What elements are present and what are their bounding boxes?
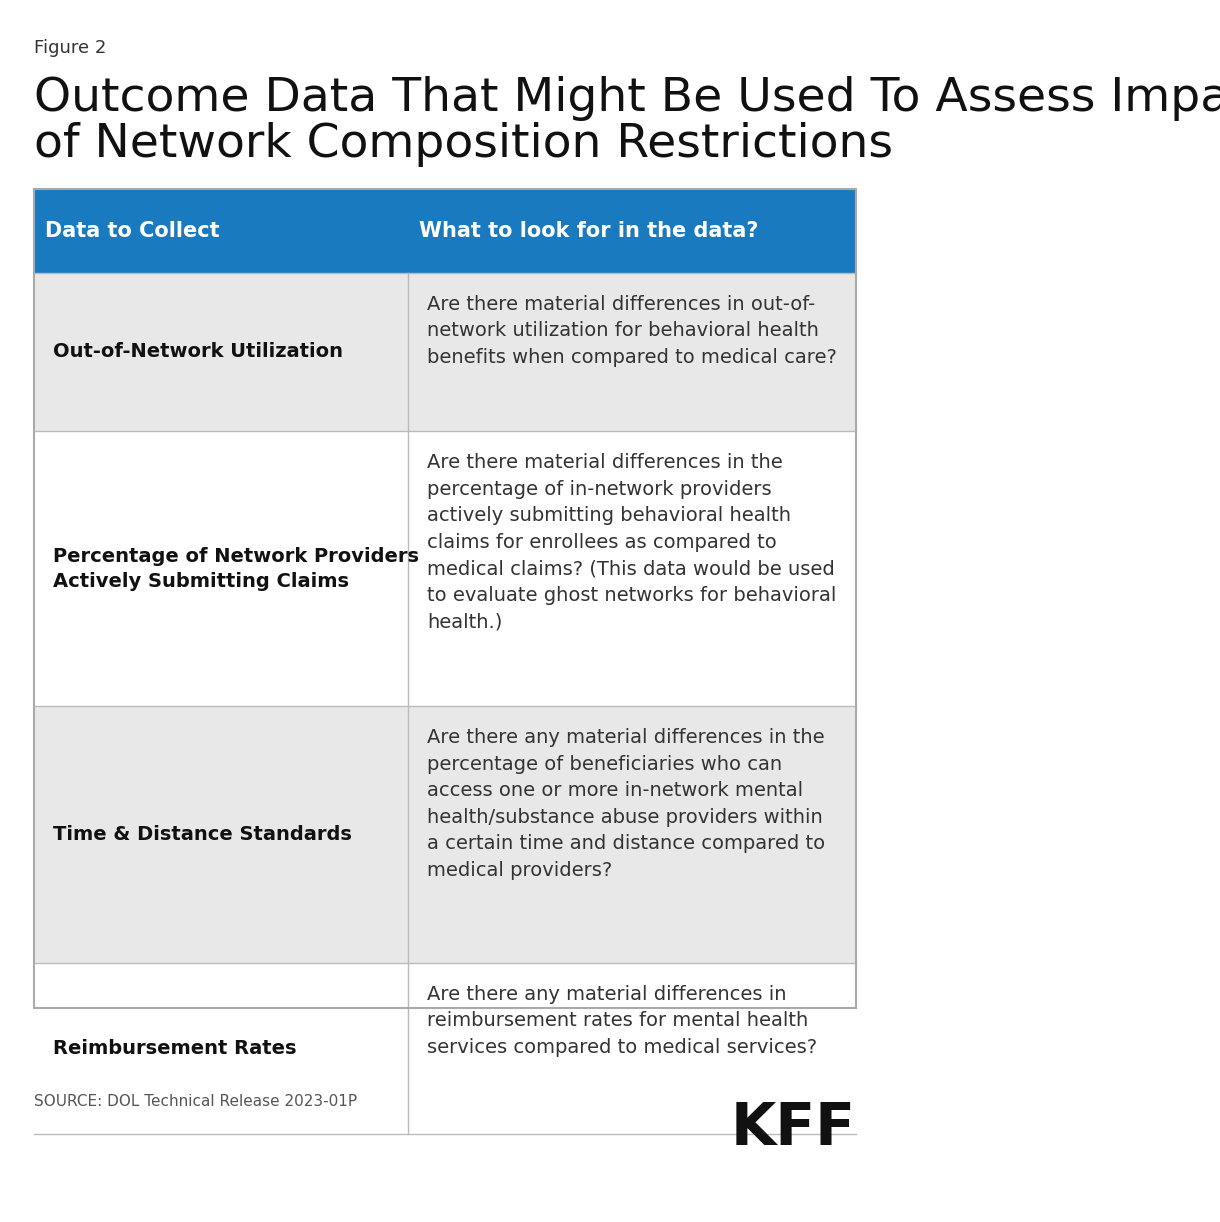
Bar [34, 963, 856, 1134]
Text: Data to Collect: Data to Collect [45, 221, 220, 241]
Text: Reimbursement Rates: Reimbursement Rates [54, 1039, 296, 1058]
Text: What to look for in the data?: What to look for in the data? [420, 221, 759, 241]
Text: KFF: KFF [731, 1100, 856, 1157]
Text: SOURCE: DOL Technical Release 2023-01P: SOURCE: DOL Technical Release 2023-01P [34, 1094, 357, 1108]
Bar [34, 706, 856, 963]
Text: Time & Distance Standards: Time & Distance Standards [54, 825, 353, 844]
Text: Outcome Data That Might Be Used To Assess Impact: Outcome Data That Might Be Used To Asses… [34, 76, 1220, 121]
Bar [34, 189, 856, 273]
Text: Are there any material differences in
reimbursement rates for mental health
serv: Are there any material differences in re… [427, 985, 817, 1057]
Bar [34, 273, 856, 431]
Text: Figure 2: Figure 2 [34, 39, 106, 57]
Bar [34, 431, 856, 706]
Text: Are there material differences in out-of-
network utilization for behavioral hea: Are there material differences in out-of… [427, 295, 837, 367]
Text: Are there any material differences in the
percentage of beneficiaries who can
ac: Are there any material differences in th… [427, 728, 826, 880]
Text: Out-of-Network Utilization: Out-of-Network Utilization [54, 342, 343, 362]
Text: of Network Composition Restrictions: of Network Composition Restrictions [34, 122, 893, 167]
Text: Percentage of Network Providers
Actively Submitting Claims: Percentage of Network Providers Actively… [54, 546, 420, 591]
Text: Are there material differences in the
percentage of in-network providers
activel: Are there material differences in the pe… [427, 453, 837, 632]
Bar [34, 189, 856, 1008]
